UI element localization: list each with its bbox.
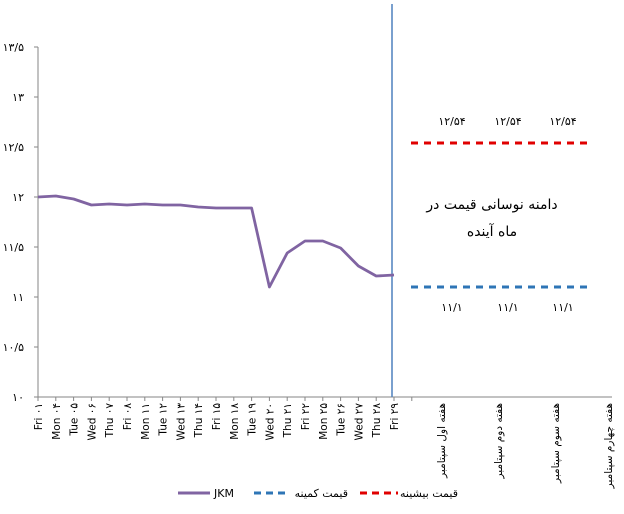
y-tick-label: ۱۳/۵ bbox=[3, 41, 25, 54]
legend: JKM قیمت کمینه قیمت بیشینه bbox=[178, 487, 458, 500]
x-axis: Fri ۰۱ Mon ۰۴ Tue ۰۵ Wed ۰۶ Thu ۰۷ Fri ۰۸ Mon … bbox=[33, 396, 615, 489]
x-tick-label: Mon ۱۸ bbox=[229, 403, 241, 440]
y-tick-label: ۱۰/۵ bbox=[3, 341, 25, 354]
max-price-label: ۱۲/۵۴ bbox=[438, 115, 465, 128]
min-price-label: ۱۱/۱ bbox=[441, 301, 462, 314]
x-tick-label: Wed ۲۰ bbox=[264, 403, 276, 441]
x-tick-label: Tue ۰۵ bbox=[69, 403, 81, 437]
x-tick-label: Fri ۲۲ bbox=[300, 403, 312, 430]
annotation-line-1: دامنه نوسانی قیمت در bbox=[425, 197, 557, 213]
x-tick-label: Tue ۱۲ bbox=[158, 403, 170, 437]
x-tick-label: Tue ۲۶ bbox=[336, 403, 348, 437]
x-tick-label: Thu ۱۴ bbox=[193, 403, 205, 438]
future-period-label: هفته دوم سپتامبر bbox=[493, 403, 505, 480]
future-period-label: هفته چهارم سپتامبر bbox=[603, 403, 615, 489]
jkm-series-line bbox=[37, 194, 395, 289]
forecast-band: ۱۱/۱ ۱۱/۱ ۱۱/۱ ۱۲/۵۴ ۱۲/۵۴ ۱۲/۵۴ bbox=[411, 115, 590, 314]
future-period-label: هفته سوم سپتامبر bbox=[550, 403, 562, 484]
x-tick-label: Fri ۰۱ bbox=[33, 403, 45, 430]
x-tick-label: Fri ۰۸ bbox=[122, 403, 134, 430]
x-tick-label: Fri ۱۵ bbox=[211, 403, 223, 430]
x-tick-label: Fri ۲۹ bbox=[389, 403, 401, 430]
series-layer bbox=[37, 194, 395, 289]
x-tick-label: Mon ۱۱ bbox=[140, 403, 152, 440]
y-tick-label: ۱۳ bbox=[12, 91, 24, 104]
y-tick-label: ۱۱ bbox=[12, 291, 24, 304]
x-tick-label: Tue ۱۹ bbox=[247, 403, 259, 437]
future-period-label: هفته اول سپتامبر bbox=[436, 403, 448, 479]
max-price-label: ۱۲/۵۴ bbox=[549, 115, 576, 128]
legend-label: قیمت کمینه bbox=[295, 487, 348, 500]
y-tick-label: ۱۲ bbox=[12, 191, 24, 204]
y-tick-label: ۱۲/۵ bbox=[3, 141, 25, 154]
min-price-label: ۱۱/۱ bbox=[552, 301, 573, 314]
x-tick-label: Mon ۰۴ bbox=[51, 403, 63, 440]
max-price-label: ۱۲/۵۴ bbox=[494, 115, 521, 128]
y-axis: ۱۰ ۱۰/۵ ۱۱ ۱۱/۵ ۱۲ ۱۲/۵ ۱۳ ۱۳/۵ bbox=[3, 41, 39, 404]
x-tick-label: Thu ۲۱ bbox=[282, 403, 294, 438]
y-tick-label: ۱۰ bbox=[12, 391, 24, 404]
x-tick-label: Wed ۰۶ bbox=[86, 403, 98, 441]
x-tick-label: Wed ۲۷ bbox=[353, 403, 365, 441]
y-tick-label: ۱۱/۵ bbox=[3, 241, 25, 254]
min-price-label: ۱۱/۱ bbox=[497, 301, 518, 314]
x-tick-label: Mon ۲۵ bbox=[318, 403, 330, 440]
x-tick-label: Wed ۱۳ bbox=[175, 403, 187, 441]
x-tick-label: Thu ۰۷ bbox=[104, 403, 116, 439]
legend-label: قیمت بیشینه bbox=[400, 487, 458, 500]
x-tick-label: Thu ۲۸ bbox=[371, 403, 383, 439]
annotation-line-2: ماه آینده bbox=[467, 223, 517, 240]
legend-label: JKM bbox=[213, 487, 234, 500]
